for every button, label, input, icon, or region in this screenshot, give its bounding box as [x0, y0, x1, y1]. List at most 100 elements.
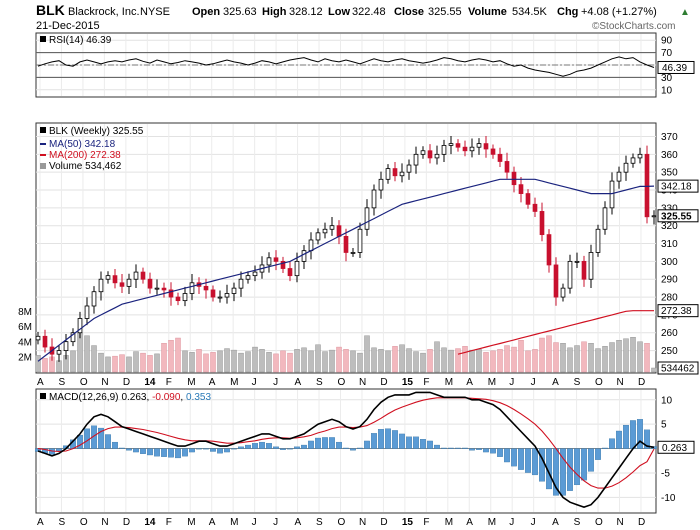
candle-body: [133, 271, 139, 280]
candle-body: [119, 282, 125, 287]
macd-histogram-bar: [343, 447, 349, 449]
macd-histogram-bar: [308, 440, 314, 449]
macd-histogram-bar: [273, 446, 279, 449]
macd-histogram-bar: [644, 429, 650, 449]
macd-legend-sep1: ,: [147, 392, 153, 403]
macd-histogram-bar: [329, 437, 335, 449]
candle-body: [287, 268, 293, 277]
volume-bar: [70, 350, 76, 373]
price-x-tick: A: [209, 377, 216, 388]
price-x-tick: A: [552, 377, 559, 388]
volume-bar: [385, 350, 391, 373]
price-x-tick: A: [37, 377, 44, 388]
volume-bar: [252, 346, 258, 373]
candle-body: [637, 153, 643, 159]
price-x-tick: M: [488, 377, 496, 388]
rsi-legend-label: RSI(14) 46.39: [49, 35, 112, 46]
macd-histogram-bar: [280, 448, 286, 450]
volume-bar: [483, 352, 489, 373]
price-x-tick: J: [252, 377, 257, 388]
volume-bar: [336, 346, 342, 373]
candle-body: [329, 225, 335, 230]
macd-x-tick: J: [273, 517, 278, 528]
volume-bar: [203, 353, 209, 373]
volume-bar: [154, 353, 160, 373]
macd-histogram-bar: [378, 429, 384, 449]
macd-histogram-bar: [406, 436, 412, 449]
macd-y-tick: 5: [661, 420, 667, 431]
price-y-tick: 300: [661, 257, 678, 268]
macd-x-tick: N: [101, 517, 108, 528]
symbol: BLK: [36, 2, 65, 18]
volume-bar: [147, 355, 153, 373]
macd-histogram-bar: [616, 430, 622, 449]
volume-bar: [98, 352, 104, 373]
macd-last-value-box: [657, 440, 695, 454]
price-layer: [35, 135, 657, 362]
volume-bar: [56, 360, 62, 373]
macd-histogram-bar: [637, 419, 643, 449]
volume-bar: [259, 349, 265, 373]
price-y-tick: 280: [661, 293, 678, 304]
macd-histogram-bar: [119, 447, 125, 449]
candle-body: [294, 260, 300, 277]
candle-body: [91, 291, 97, 307]
candle-body: [616, 171, 622, 182]
macd-x-tick: 15: [402, 517, 414, 528]
macd-histogram-bar: [294, 446, 300, 449]
macd-histogram-bar: [154, 448, 160, 457]
macd-histogram-bar: [322, 437, 328, 449]
price-y-tick: 260: [661, 328, 678, 339]
price-tag-box: [657, 179, 699, 193]
macd-histogram-bar: [511, 448, 517, 467]
volume-bar: [329, 349, 335, 373]
volume-bar: [595, 348, 601, 373]
macd-histogram-bar: [357, 447, 363, 449]
chg-label: Chg: [557, 6, 578, 18]
volume-bar: [630, 337, 636, 373]
price-y-tick: 250: [661, 346, 678, 357]
rsi-y-tick: 90: [661, 36, 673, 47]
volume-bar: [651, 367, 657, 373]
candle-body: [252, 271, 258, 277]
macd-histogram-bar: [392, 430, 398, 449]
macd-histogram-bar: [476, 448, 482, 450]
candle-body: [539, 211, 545, 236]
volume-bar: [105, 356, 111, 373]
candle-body: [147, 278, 153, 289]
macd-line: [37, 391, 655, 508]
macd-histogram-bar: [385, 428, 391, 449]
candle-body: [336, 225, 342, 237]
axis-layer: 907050301046.393703603503403303203103002…: [18, 36, 699, 528]
candle-body: [518, 184, 524, 194]
volume-bar: [266, 352, 272, 373]
candle-body: [448, 143, 454, 146]
macd-histogram-bar: [483, 448, 489, 453]
macd-histogram-bar: [91, 425, 97, 449]
candle-body: [462, 146, 468, 152]
volume-bar: [441, 347, 447, 373]
candle-body: [203, 285, 209, 291]
volume-y-tick: 2M: [18, 352, 32, 363]
macd-histogram-bar: [210, 448, 216, 452]
candle-body: [588, 252, 594, 280]
macd-histogram-bar: [175, 448, 181, 459]
volume-bar: [294, 349, 300, 373]
volume-bar: [175, 337, 181, 373]
candle-body: [350, 252, 356, 254]
macd-hist-value: 0.353: [186, 392, 211, 403]
volume-bar: [560, 343, 566, 373]
volume-bar: [301, 347, 307, 373]
macd-x-tick: S: [316, 517, 323, 528]
candle-body: [609, 180, 615, 209]
volume-bar: [287, 352, 293, 373]
macd-histogram-bar: [84, 428, 90, 449]
macd-histogram-bar: [217, 448, 223, 454]
macd-histogram-bar: [595, 448, 601, 460]
volume-bar: [357, 352, 363, 373]
macd-histogram-bar: [147, 448, 153, 456]
macd-legend-label: MACD(12,26,9): [49, 392, 118, 403]
macd-histogram-bar: [112, 441, 118, 449]
volume-bar: [126, 356, 132, 373]
macd-histogram-bar: [469, 448, 475, 451]
